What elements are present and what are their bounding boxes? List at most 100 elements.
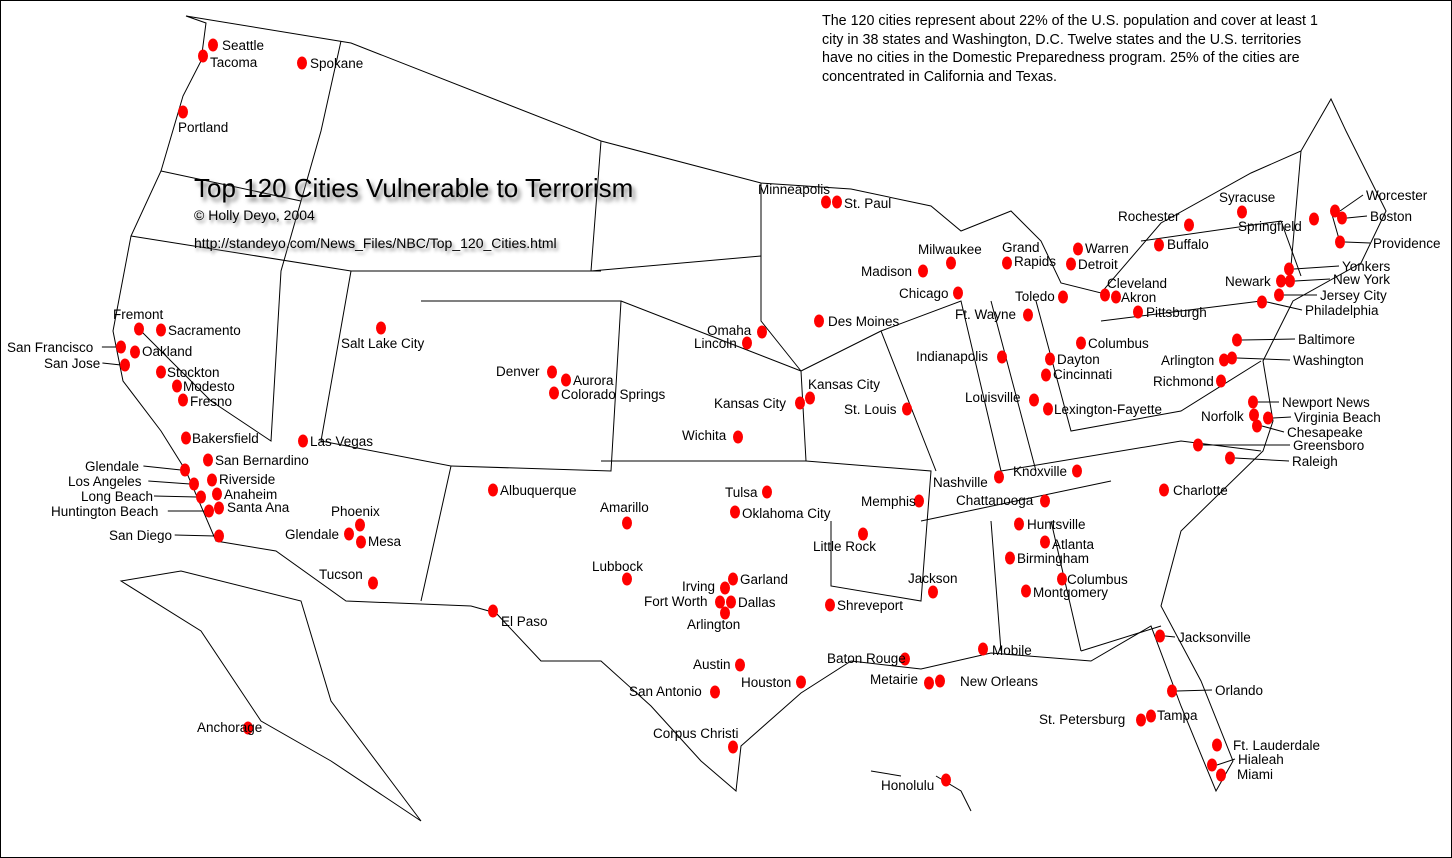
city-dot <box>488 604 498 618</box>
border-line <box>990 300 1037 472</box>
city-dot <box>1284 262 1294 276</box>
city-label: Springfield <box>1238 219 1302 234</box>
border-line <box>119 570 422 822</box>
city-label: New York <box>1333 272 1390 287</box>
city-marker: Norfolk <box>1201 408 1259 424</box>
map-credit: © Holly Deyo, 2004 <box>194 207 315 223</box>
city-marker: Charlotte <box>1159 483 1228 498</box>
city-marker: Madison <box>861 264 928 279</box>
leader-line <box>153 495 198 498</box>
city-label: Hialeah <box>1238 752 1284 767</box>
city-marker: Baltimore <box>1232 332 1355 347</box>
city-dot <box>1216 374 1226 388</box>
border-line <box>421 300 622 472</box>
city-label: Oklahoma City <box>742 506 831 521</box>
city-dot <box>203 453 213 467</box>
city-dot <box>178 105 188 119</box>
city-dot <box>832 195 842 209</box>
city-dot <box>198 49 208 63</box>
city-dot <box>172 379 182 393</box>
city-dot <box>728 572 738 586</box>
city-label: Phoenix <box>331 504 380 519</box>
city-marker: Huntsville <box>1014 517 1086 532</box>
city-marker: Akron <box>1111 290 1156 305</box>
city-label: Irving <box>682 579 715 594</box>
city-label: Jackson <box>908 571 958 586</box>
city-marker: Louisville <box>965 390 1039 407</box>
border-line <box>920 480 1112 522</box>
city-dot <box>208 38 218 52</box>
city-marker: Syracuse <box>1219 190 1275 219</box>
state-borders <box>112 15 1387 822</box>
city-label: Fremont <box>113 307 164 322</box>
city-label: Chicago <box>899 286 949 301</box>
city-label: Newport News <box>1282 395 1370 410</box>
city-label: Salt Lake City <box>341 336 425 351</box>
city-dot <box>1073 242 1083 256</box>
city-marker: New Orleans <box>935 674 1038 689</box>
city-marker: Irving <box>682 579 730 595</box>
city-dot <box>1002 256 1012 270</box>
city-dot <box>994 470 1004 484</box>
city-dot <box>1111 290 1121 304</box>
city-dot <box>1252 419 1262 433</box>
city-marker: Chattanooga <box>956 493 1050 508</box>
city-marker: Columbus <box>1057 572 1128 587</box>
city-dot <box>1005 551 1015 565</box>
city-marker: Ft. Wayne <box>955 307 1033 322</box>
city-label: Shreveport <box>837 598 903 613</box>
city-marker: Fresno <box>178 393 232 409</box>
city-marker: Miami <box>1216 767 1273 782</box>
city-marker: Virginia Beach <box>1263 410 1381 425</box>
city-dot <box>953 286 963 300</box>
leader-line <box>143 465 182 471</box>
city-label: Glendale <box>85 459 139 474</box>
city-dot <box>1225 451 1235 465</box>
city-marker: Little Rock <box>813 527 876 554</box>
city-dot <box>156 323 166 337</box>
city-dot <box>796 675 806 689</box>
city-dot <box>918 264 928 278</box>
city-marker: San Jose <box>44 356 130 372</box>
city-label: Dayton <box>1057 352 1100 367</box>
leader-line <box>1294 278 1331 282</box>
city-dot <box>902 402 912 416</box>
city-marker: New York <box>1285 272 1390 288</box>
city-dot <box>825 598 835 612</box>
city-label: San Jose <box>44 356 100 371</box>
city-dot <box>196 490 206 504</box>
city-marker: Arlington <box>1161 353 1229 368</box>
city-label: Rochester <box>1118 209 1180 224</box>
city-marker: Riverside <box>207 472 275 487</box>
city-label: Dallas <box>738 595 776 610</box>
city-marker: Garland <box>728 572 788 587</box>
city-marker: Kansas City <box>805 377 880 405</box>
city-label: El Paso <box>501 614 548 629</box>
city-dot <box>1335 235 1345 249</box>
city-label: Metairie <box>870 672 918 687</box>
city-label: Chesapeake <box>1287 425 1363 440</box>
city-label: Anchorage <box>197 720 262 735</box>
city-label: Seattle <box>222 38 264 53</box>
city-marker: Orlando <box>1167 683 1263 698</box>
city-dot <box>1066 257 1076 271</box>
city-label: Ft. Wayne <box>955 307 1016 322</box>
city-label: Austin <box>693 657 731 672</box>
city-label: Washington <box>1293 353 1364 368</box>
city-marker: San Bernardino <box>203 453 309 468</box>
city-dot <box>720 606 730 620</box>
city-label: Knoxville <box>1013 464 1067 479</box>
city-marker: Lubbock <box>592 559 643 586</box>
city-dot <box>207 473 217 487</box>
city-label: Little Rock <box>813 539 876 554</box>
city-dot <box>1043 402 1053 416</box>
leader-line <box>1261 425 1285 433</box>
city-marker: Nashville <box>933 470 1004 490</box>
city-label: Mobile <box>992 643 1032 658</box>
city-marker: Huntington Beach <box>51 504 214 519</box>
city-label: St. Paul <box>844 196 891 211</box>
city-marker: Tampa <box>1146 708 1198 723</box>
city-dot <box>715 595 725 609</box>
city-marker: Santa Ana <box>214 500 290 515</box>
city-dot <box>762 485 772 499</box>
